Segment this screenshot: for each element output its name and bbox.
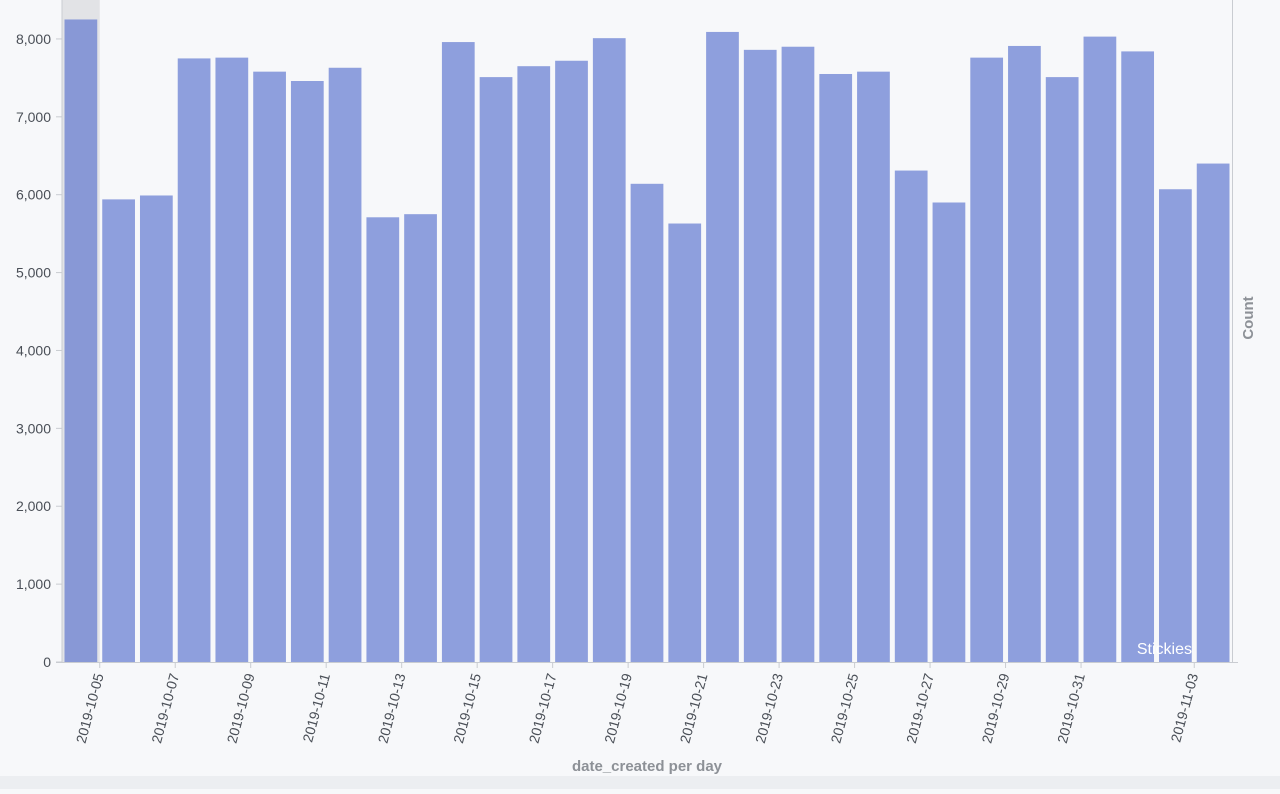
x-tick-label: 2019-10-31	[1054, 671, 1088, 745]
bar-2019-10-09[interactable]	[215, 57, 249, 663]
bar-2019-10-13[interactable]	[366, 217, 400, 663]
x-axis-ticks: 2019-10-05 2019-10-07 2019-10-09 2019-10-11…	[73, 662, 1201, 745]
bar-2019-10-28[interactable]	[932, 202, 966, 662]
x-tick-label: 2019-10-21	[677, 671, 711, 745]
bar-2019-10-06[interactable]	[102, 199, 135, 662]
bar-2019-10-27[interactable]	[894, 170, 928, 662]
bar-2019-10-14[interactable]	[404, 214, 437, 663]
bar-2019-10-07[interactable]	[139, 195, 173, 662]
y-tick-label: 4,000	[16, 342, 51, 358]
bar-2019-10-16[interactable]	[479, 77, 513, 663]
bottom-band	[0, 776, 1280, 789]
bar-2019-11-01[interactable]	[1083, 36, 1117, 662]
bar-2019-10-19[interactable]	[592, 38, 626, 662]
y-tick-label: 1,000	[16, 576, 51, 592]
y-tick-label: 5,000	[16, 265, 51, 281]
x-tick-label: 2019-10-05	[73, 671, 107, 745]
x-axis-title: date_created per day	[572, 758, 723, 775]
x-tick-label: 2019-10-29	[978, 671, 1012, 745]
x-tick-label: 2019-10-07	[148, 671, 182, 745]
x-tick-label: 2019-10-13	[375, 671, 409, 745]
x-tick-label: 2019-10-11	[299, 671, 333, 744]
x-tick-label: 2019-10-23	[752, 671, 786, 745]
y-tick-label: 2,000	[16, 498, 51, 514]
bar-2019-10-11[interactable]	[290, 80, 324, 662]
bar-2019-10-31[interactable]	[1045, 77, 1079, 663]
x-tick-label: 2019-11-03	[1167, 671, 1201, 744]
bar-2019-10-22[interactable]	[706, 31, 739, 663]
bars-group	[64, 19, 1230, 663]
bar-2019-10-26[interactable]	[857, 71, 890, 663]
bar-2019-10-20[interactable]	[630, 183, 664, 662]
bar-2019-10-29[interactable]	[970, 57, 1004, 663]
y-tick-label: 3,000	[16, 420, 51, 436]
bar-2019-10-10[interactable]	[253, 71, 286, 663]
bar-2019-11-02[interactable]	[1121, 51, 1155, 663]
bar-2019-11-03[interactable]	[1159, 189, 1192, 662]
bar-2019-10-15[interactable]	[441, 42, 475, 663]
stickies-annotation: Stickies	[1137, 641, 1192, 658]
y-tick-label: 0	[43, 654, 51, 670]
x-tick-label: 2019-10-17	[526, 671, 560, 745]
x-tick-label: 2019-10-09	[224, 671, 258, 745]
bar-2019-10-21[interactable]	[668, 223, 702, 663]
bar-2019-10-05[interactable]	[64, 19, 98, 663]
x-tick-label: 2019-10-25	[827, 671, 861, 745]
bar-2019-10-24[interactable]	[781, 46, 815, 662]
y-tick-label: 8,000	[16, 31, 51, 47]
x-tick-label: 2019-10-27	[903, 671, 937, 745]
x-tick-label: 2019-10-15	[450, 671, 484, 745]
y-tick-label: 7,000	[16, 109, 51, 125]
bar-2019-10-18[interactable]	[555, 60, 588, 663]
bar-2019-10-08[interactable]	[177, 58, 211, 663]
right-axis-title: Count	[1240, 296, 1257, 339]
x-tick-label: 2019-10-19	[601, 671, 635, 745]
y-axis-ticks: 0 1,000 2,000 3,000 4,000 5,000 6,000 7,000 8,00…	[16, 31, 62, 670]
bar-2019-10-17[interactable]	[517, 66, 551, 662]
bar-2019-11-04[interactable]	[1196, 163, 1230, 662]
bar-2019-10-25[interactable]	[819, 73, 853, 663]
bar-2019-10-30[interactable]	[1008, 45, 1041, 663]
bar-2019-10-23[interactable]	[743, 49, 777, 662]
bar-2019-10-12[interactable]	[328, 67, 362, 663]
y-tick-label: 6,000	[16, 187, 51, 203]
